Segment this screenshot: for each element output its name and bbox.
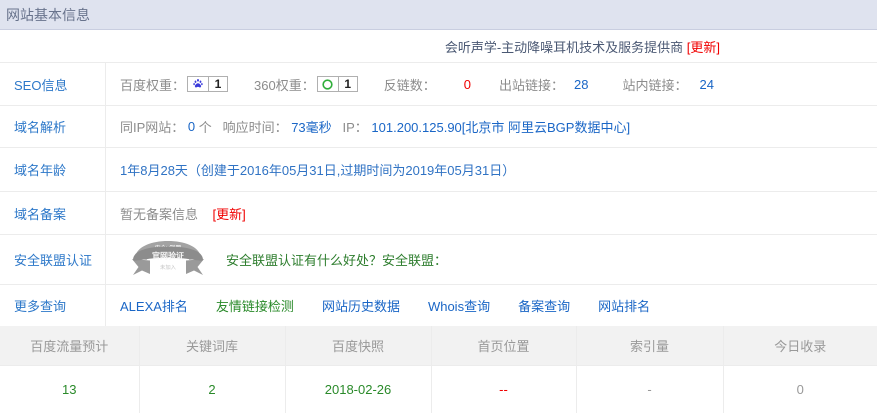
svg-text:未加入: 未加入	[160, 263, 177, 271]
svg-text:官网验证: 官网验证	[152, 250, 184, 260]
